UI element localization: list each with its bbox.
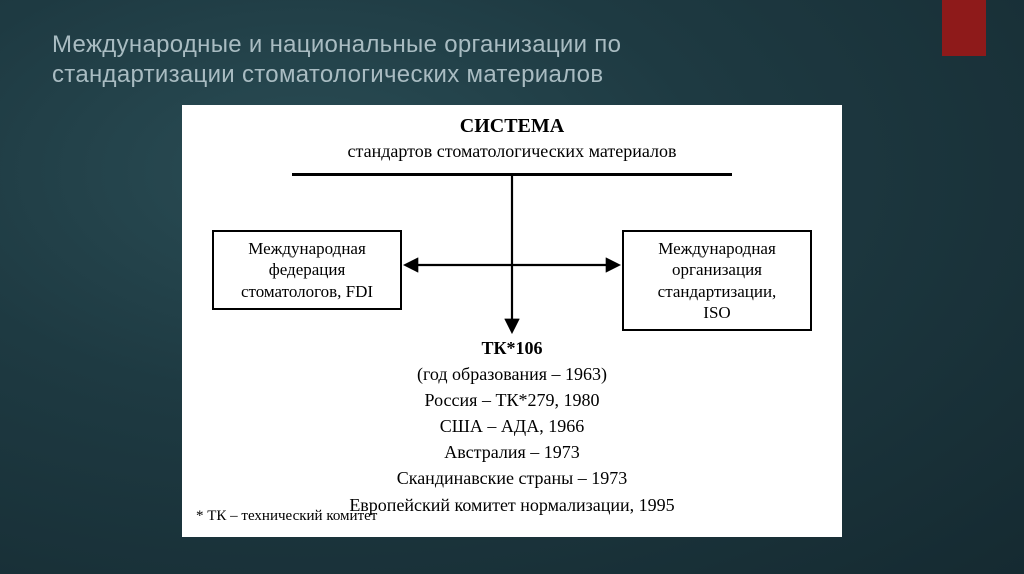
box-iso: Международная организация стандартизации… — [622, 230, 812, 331]
tk-i4: Скандинавские страны – 1973 — [182, 465, 842, 491]
tk-i1: Россия – ТК*279, 1980 — [182, 387, 842, 413]
system-subtitle: стандартов стоматологических материалов — [182, 141, 842, 162]
box-iso-l1: Международная — [658, 239, 776, 258]
box-iso-l3: стандартизации, — [658, 282, 777, 301]
center-list: ТК*106 (год образования – 1963) Россия –… — [182, 335, 842, 518]
box-fdi-l3: стоматологов, FDI — [241, 282, 373, 301]
box-fdi: Международная федерация стоматологов, FD… — [212, 230, 402, 310]
footnote: * ТК – технический комитет — [196, 508, 377, 525]
box-iso-l2: организация — [672, 260, 762, 279]
system-title: СИСТЕМА — [182, 115, 842, 138]
title-underline — [292, 173, 732, 176]
box-fdi-l1: Международная — [248, 239, 366, 258]
box-fdi-l2: федерация — [269, 260, 346, 279]
box-iso-l4: ISO — [703, 303, 730, 322]
slide-title: Международные и национальные организации… — [52, 30, 772, 90]
accent-block — [942, 0, 986, 56]
tk-i2: США – АДА, 1966 — [182, 413, 842, 439]
diagram-panel: СИСТЕМА стандартов стоматологических мат… — [182, 105, 842, 537]
tk-head: ТК*106 — [182, 335, 842, 361]
tk-i3: Австралия – 1973 — [182, 439, 842, 465]
tk-i0: (год образования – 1963) — [182, 361, 842, 387]
